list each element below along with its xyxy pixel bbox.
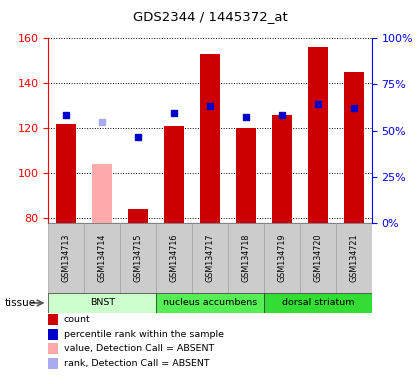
Bar (236, 128, 256, 223)
Bar (272, 115, 292, 223)
Bar (264, 293, 372, 313)
Bar (156, 293, 264, 313)
Text: GSM134718: GSM134718 (241, 234, 250, 282)
Bar (344, 72, 364, 223)
Bar (84, 223, 120, 294)
Bar (128, 209, 148, 223)
Bar (200, 54, 220, 223)
Text: BNST: BNST (89, 298, 115, 308)
Bar (120, 223, 156, 294)
Bar (156, 223, 192, 294)
Bar (336, 223, 372, 294)
Text: dorsal striatum: dorsal striatum (281, 298, 354, 308)
Bar (228, 223, 264, 294)
Text: nucleus accumbens: nucleus accumbens (163, 298, 257, 308)
Bar (48, 293, 156, 313)
Bar (308, 47, 328, 223)
Bar (164, 126, 184, 223)
Text: GSM134721: GSM134721 (349, 234, 358, 283)
Bar (56, 124, 76, 223)
Text: GDS2344 / 1445372_at: GDS2344 / 1445372_at (133, 10, 287, 23)
Bar (92, 164, 112, 223)
Text: rank, Detection Call = ABSENT: rank, Detection Call = ABSENT (64, 359, 210, 368)
Text: percentile rank within the sample: percentile rank within the sample (64, 329, 224, 339)
Text: GSM134720: GSM134720 (313, 234, 322, 283)
Text: GSM134716: GSM134716 (170, 234, 178, 282)
Bar (48, 223, 84, 294)
Text: GSM134714: GSM134714 (98, 234, 107, 282)
Text: value, Detection Call = ABSENT: value, Detection Call = ABSENT (64, 344, 214, 353)
Text: GSM134715: GSM134715 (134, 234, 143, 283)
Text: GSM134717: GSM134717 (205, 234, 215, 283)
Bar (300, 223, 336, 294)
Text: GSM134713: GSM134713 (62, 234, 71, 282)
Bar (192, 223, 228, 294)
Text: count: count (64, 315, 91, 324)
Text: GSM134719: GSM134719 (277, 234, 286, 283)
Bar (264, 223, 300, 294)
Text: tissue: tissue (4, 298, 35, 308)
